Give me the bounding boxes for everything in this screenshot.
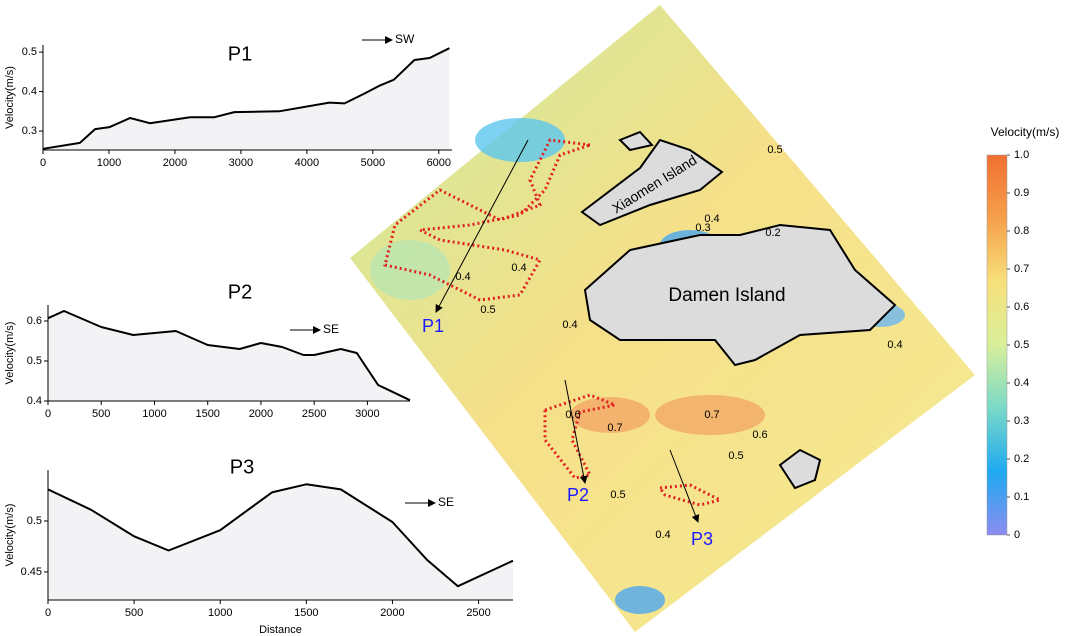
area-fill: [43, 48, 450, 151]
island: [618, 130, 654, 152]
colorbar-tick-label: 0.4: [1014, 377, 1029, 389]
anomaly-outline: [657, 483, 725, 507]
contour-label: 0.4: [655, 529, 670, 541]
contour-label: 0.5: [767, 144, 782, 156]
contour-label: 0.5: [610, 489, 625, 501]
y-axis-label: Velocity(m/s): [4, 504, 16, 567]
x-tick-label: 1000: [142, 408, 166, 420]
contour-label: 0.5: [480, 304, 495, 316]
contour-label: 0.4: [455, 271, 470, 283]
colorbar-tick-label: 0.6: [1014, 301, 1029, 313]
high-zone: [570, 397, 650, 433]
y-tick-label: 0.5: [27, 515, 42, 527]
x-tick-label: 0: [45, 408, 51, 420]
profile-arrow: [669, 449, 700, 523]
y-tick-label: 0.3: [22, 125, 37, 137]
colorbar: [986, 154, 1008, 536]
x-tick-label: 500: [92, 408, 110, 420]
contour-label: 0.4: [511, 262, 526, 274]
profile-label: P3: [691, 529, 713, 549]
contour-label: 0.5: [728, 450, 743, 462]
low-zone: [615, 586, 665, 614]
contour-label: 0.3: [695, 222, 710, 234]
x-tick-label: 1000: [208, 607, 232, 619]
island: [583, 223, 897, 367]
profile-arrow: [435, 139, 529, 313]
profile-arrow: [564, 379, 588, 484]
y-tick-label: 0.5: [22, 46, 37, 58]
contour-label: 0.7: [607, 422, 622, 434]
colorbar-tick-label: 0.7: [1014, 263, 1029, 275]
x-tick-label: 2000: [163, 157, 187, 169]
y-axis-label: Velocity(m/s): [4, 322, 16, 385]
x-tick-label: 500: [125, 607, 143, 619]
colorbar-tick-label: 0.2: [1014, 453, 1029, 465]
colorbar-tick-label: 0: [1014, 529, 1020, 541]
map: [350, 5, 975, 632]
contour-label: 0.7: [704, 409, 719, 421]
direction-label: SE: [438, 495, 454, 509]
x-tick-label: 2500: [302, 408, 326, 420]
anomaly-outline: [543, 393, 621, 480]
x-tick-label: 1000: [97, 157, 121, 169]
island: [580, 138, 724, 227]
contour-label: 0.6: [565, 409, 580, 421]
island: [778, 448, 822, 490]
colorbar-tick-label: 0.9: [1014, 187, 1029, 199]
contour-label: 0.6: [752, 429, 767, 441]
island-label: Damen Island: [668, 285, 785, 306]
colorbar-tick-label: 1.0: [1014, 149, 1029, 161]
chart-title: P1: [228, 43, 252, 65]
direction-label: SW: [395, 32, 415, 46]
y-tick-label: 0.45: [21, 566, 42, 578]
x-tick-label: 1500: [294, 607, 318, 619]
colorbar-tick-label: 0.1: [1014, 491, 1029, 503]
colorbar-tick-label: 0.3: [1014, 415, 1029, 427]
chart-title: P2: [228, 281, 252, 303]
x-tick-label: 4000: [295, 157, 319, 169]
y-tick-label: 0.5: [27, 355, 42, 367]
high-zone: [655, 395, 765, 435]
contour-label: 0.4: [704, 213, 719, 225]
colorbar-tick-label: 0.8: [1014, 225, 1029, 237]
chart-title: P3: [230, 456, 254, 478]
contour-label: 0.4: [887, 339, 902, 351]
direction-label: SE: [323, 322, 339, 336]
profile-label: P2: [567, 485, 589, 505]
line: [47, 483, 514, 588]
y-axis-label: Velocity(m/s): [4, 66, 16, 129]
x-tick-label: 0: [45, 607, 51, 619]
x-tick-label: 5000: [361, 157, 385, 169]
x-tick-label: 3000: [355, 408, 379, 420]
y-tick-label: 0.6: [27, 315, 42, 327]
x-axis-label: Distance: [259, 624, 302, 636]
contour-label: 0.2: [765, 227, 780, 239]
x-tick-label: 1500: [195, 408, 219, 420]
area-fill: [48, 311, 410, 401]
x-tick-label: 0: [40, 157, 46, 169]
area-fill: [48, 484, 513, 600]
colorbar-title: Velocity(m/s): [991, 125, 1060, 139]
x-tick-label: 2000: [380, 607, 404, 619]
profile-label: P1: [422, 316, 444, 336]
contour-label: 0.4: [562, 319, 577, 331]
x-tick-label: 3000: [229, 157, 253, 169]
x-tick-label: 2000: [249, 408, 273, 420]
low-zone: [475, 118, 565, 162]
x-tick-label: 2500: [466, 607, 490, 619]
y-tick-label: 0.4: [27, 395, 42, 407]
y-tick-label: 0.4: [22, 85, 37, 97]
x-tick-label: 6000: [427, 157, 451, 169]
line: [47, 310, 411, 402]
line: [42, 47, 450, 150]
colorbar-tick-label: 0.5: [1014, 339, 1029, 351]
